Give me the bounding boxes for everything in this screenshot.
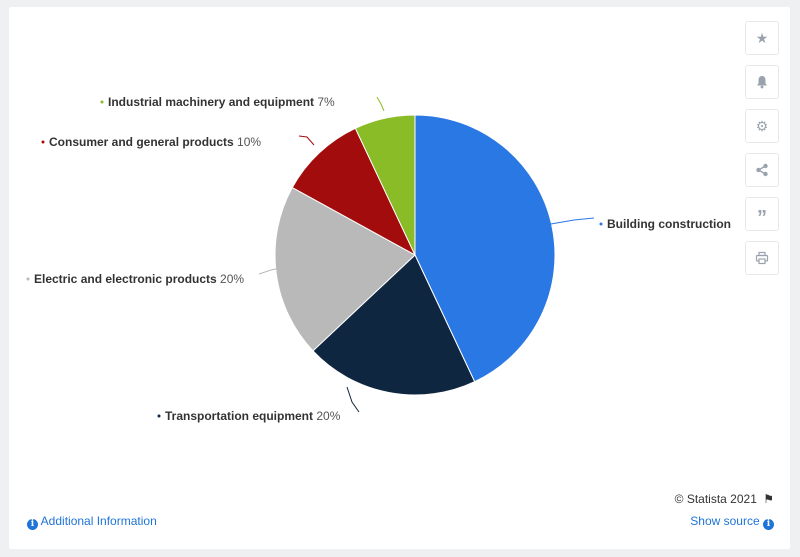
label-connector	[346, 386, 360, 413]
chart-toolbar: ★ ⚙ ”	[745, 21, 779, 285]
slice-label-value: 20%	[217, 272, 245, 286]
print-button[interactable]	[745, 241, 779, 275]
bell-icon	[757, 76, 767, 89]
quote-icon: ”	[757, 207, 767, 229]
label-connector	[544, 217, 595, 226]
pie-slice-electric-and-electronic-products[interactable]	[274, 186, 416, 352]
label-bullet	[599, 222, 603, 226]
show-source-link[interactable]: Show source i	[690, 514, 774, 530]
pie-slice-building-construction[interactable]	[414, 114, 556, 383]
slice-label-name: Industrial machinery and equipment	[108, 95, 314, 109]
info-icon: i	[27, 519, 38, 530]
additional-information-link[interactable]: i Additional Information	[27, 514, 157, 530]
label-bullet	[157, 414, 161, 418]
label-connector	[376, 96, 385, 112]
slice-label-value: 20%	[313, 409, 341, 423]
notification-button[interactable]	[745, 65, 779, 99]
chart-card: Building construction Transportation equi…	[9, 7, 790, 549]
slice-label-name: Consumer and general products	[49, 135, 234, 149]
pie-slice-transportation-equipment[interactable]	[312, 254, 476, 396]
share-button[interactable]	[745, 153, 779, 187]
slice-label-value: 10%	[234, 135, 262, 149]
slice-label: Building construction	[607, 217, 731, 231]
star-icon: ★	[755, 29, 769, 46]
pie-slice-consumer-and-general-products[interactable]	[291, 127, 417, 257]
favorite-button[interactable]: ★	[745, 21, 779, 55]
cite-button[interactable]: ”	[745, 197, 779, 231]
slice-label: Industrial machinery and equipment 7%	[108, 95, 335, 109]
slice-label: Transportation equipment 20%	[165, 409, 341, 423]
flag-icon: ⚑	[763, 492, 774, 506]
settings-button[interactable]: ⚙	[745, 109, 779, 143]
label-connector	[258, 266, 286, 275]
pie-slice-industrial-machinery-and-equipment[interactable]	[354, 114, 416, 256]
slice-label: Electric and electronic products 20%	[34, 272, 244, 286]
label-bullet	[41, 140, 45, 144]
slice-label-name: Transportation equipment	[165, 409, 313, 423]
label-bullet	[100, 100, 104, 104]
slice-label-name: Electric and electronic products	[34, 272, 217, 286]
print-icon	[755, 251, 769, 265]
slice-label-name: Building construction	[607, 217, 731, 231]
slice-label-value: 7%	[314, 95, 335, 109]
label-bullet	[26, 277, 30, 281]
statista-credit[interactable]: © Statista 2021 ⚑	[674, 492, 774, 506]
pie-chart: Building construction Transportation equi…	[26, 95, 731, 423]
label-connector	[298, 135, 315, 146]
slice-label: Consumer and general products 10%	[49, 135, 261, 149]
share-icon	[756, 163, 768, 177]
gear-icon: ⚙	[755, 117, 769, 134]
info-icon: i	[763, 519, 774, 530]
